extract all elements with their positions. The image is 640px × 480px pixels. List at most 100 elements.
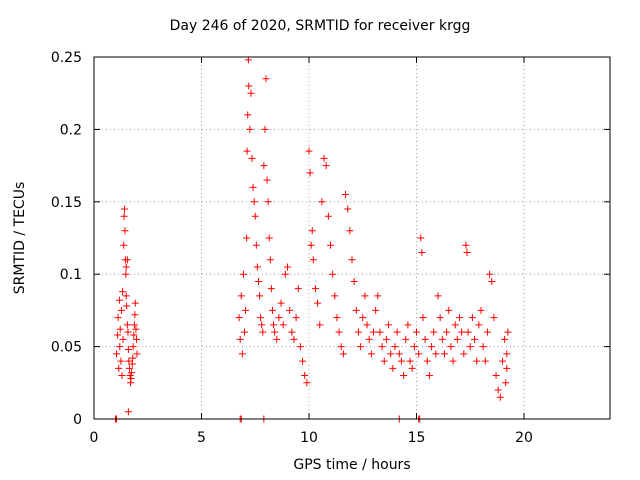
data-point [453,335,461,343]
data-point [114,331,122,339]
x-axis-label: GPS time / hours [293,457,411,473]
data-point [279,321,287,329]
data-point [473,357,481,365]
data-point [503,364,511,372]
data-point [128,369,136,377]
data-point [262,75,270,83]
data-point [380,357,388,365]
x-tick-labels: 0 5 10 15 20 [90,430,533,446]
data-point [434,292,442,300]
data-point [243,147,251,155]
data-point [121,227,129,235]
data-point [496,393,504,401]
data-point [250,198,258,206]
data-point [253,263,261,271]
data-point [488,277,496,285]
data-point [256,292,264,300]
data-point [335,328,343,336]
data-point [246,125,254,133]
x-tick-label: 0 [90,430,99,446]
data-point [499,357,506,365]
data-point [397,357,405,365]
data-point [123,256,131,264]
data-point [418,248,426,256]
data-point [477,306,485,314]
data-point [449,357,457,365]
data-point [436,314,444,322]
data-point [322,162,330,170]
data-point [254,277,262,285]
data-point [122,292,130,300]
data-point [241,328,248,336]
data-point [502,379,510,387]
data-point [372,306,380,314]
data-point [130,321,138,329]
plot-background [94,57,610,419]
data-point [120,241,128,249]
data-point [252,241,260,249]
data-point [471,335,479,343]
data-point [337,343,345,351]
data-point [247,89,255,97]
data-point [299,357,307,365]
data-point [119,335,127,343]
data-point [124,345,132,353]
data-point [305,147,313,155]
data-point [127,374,135,382]
data-point [257,314,265,322]
data-point [307,241,315,249]
data-point [385,321,393,329]
data-point [281,270,289,278]
data-point [419,314,427,322]
data-point [318,198,326,206]
data-point [410,343,418,351]
data-point [504,328,512,336]
data-point [367,350,375,358]
data-point [244,111,252,119]
data-point [357,343,365,351]
data-point [292,314,300,322]
data-point [458,328,466,336]
data-point [468,314,476,322]
data-point [395,350,403,358]
data-point [365,335,373,343]
data-point [370,328,377,336]
data-point [123,321,131,329]
data-point [121,205,129,213]
data-point [273,335,281,343]
data-point [265,234,273,242]
data-point [235,314,243,322]
data-point [251,212,259,220]
y-tick-label: 0.25 [51,50,82,66]
data-point [423,357,431,365]
data-point [259,328,267,336]
data-point [263,176,271,184]
data-point [125,364,133,372]
data-point [118,306,126,314]
data-point [243,234,251,242]
data-point [324,212,332,220]
data-point [275,314,283,322]
data-point [421,335,429,343]
y-axis-label: SRMTID / TECUs [12,181,28,295]
data-point [270,321,278,329]
data-points [112,56,512,423]
data-point [236,335,244,343]
data-point [118,372,126,380]
data-point [309,256,317,264]
data-point [277,299,285,307]
data-point [481,357,489,365]
data-point [490,314,498,322]
data-point [316,321,324,329]
data-point [503,350,511,358]
data-point [114,314,122,322]
data-point [129,354,137,362]
data-point [333,314,341,322]
data-point [123,302,131,310]
data-point [376,328,384,336]
data-point [271,328,279,336]
data-point [492,372,500,380]
data-point [460,350,468,358]
data-point [415,350,423,358]
data-point [119,288,127,296]
